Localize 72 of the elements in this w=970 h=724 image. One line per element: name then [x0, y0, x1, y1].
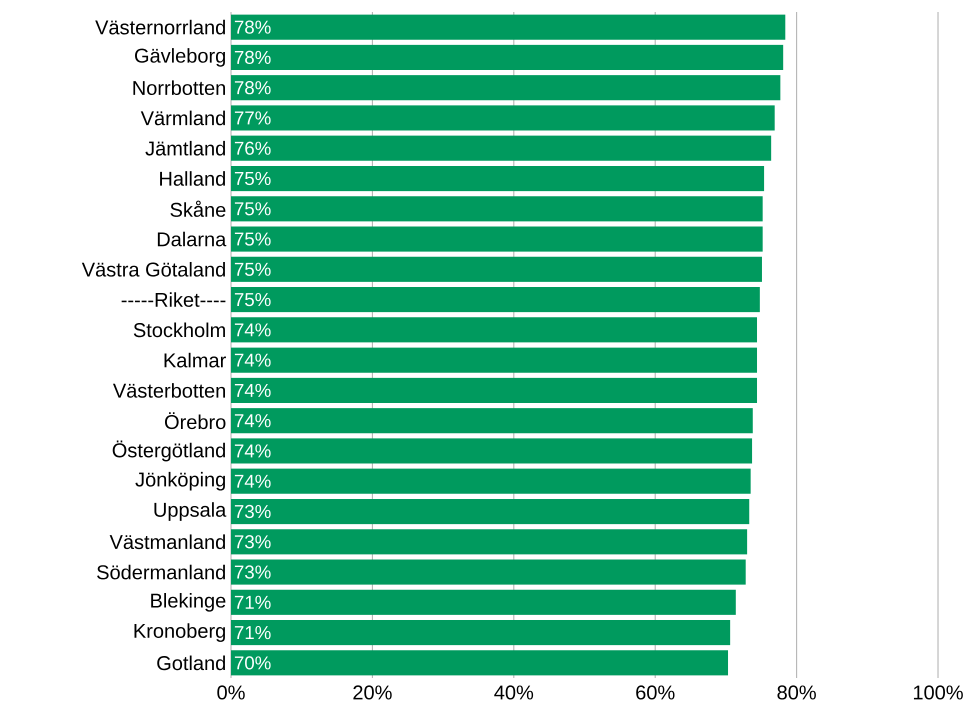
- bar: [231, 166, 764, 192]
- bar: [231, 408, 753, 434]
- bar: [231, 468, 751, 494]
- bar: [231, 75, 780, 100]
- y-tick-label: Kronoberg: [134, 623, 225, 642]
- y-tick-label: Östergötland: [112, 440, 225, 462]
- y-tick-label: Västerbotten: [112, 383, 225, 398]
- data-label: 78%: [234, 81, 271, 94]
- bar: [231, 196, 763, 222]
- y-tick-label: Södermanland: [97, 564, 225, 580]
- y-tick-label: Skåne: [170, 200, 226, 217]
- data-label: 71%: [234, 596, 271, 609]
- data-label: 74%: [234, 354, 271, 367]
- bar: [231, 378, 758, 403]
- bar: [231, 438, 752, 464]
- data-label: 70%: [234, 656, 271, 670]
- data-label: 74%: [234, 444, 271, 458]
- data-label: 73%: [234, 565, 271, 579]
- bar: [231, 620, 730, 646]
- y-tick-label: Västernorrland: [95, 20, 225, 34]
- data-label: 73%: [234, 504, 271, 518]
- bar: [231, 498, 750, 524]
- y-tick-label: Västmanland: [110, 534, 225, 550]
- x-tick-label: 80%: [777, 685, 816, 700]
- data-label: 75%: [234, 232, 271, 246]
- x-tick-label: 20%: [353, 685, 392, 700]
- x-tick-label: 100%: [914, 685, 963, 700]
- bar: [231, 14, 786, 40]
- y-tick-label: Jämtland: [145, 140, 225, 156]
- bar: [231, 287, 760, 312]
- bar: [231, 136, 772, 161]
- y-tick-label: Jönköping: [135, 472, 225, 491]
- y-tick-label: Dalarna: [158, 232, 226, 246]
- data-label: 73%: [234, 535, 271, 548]
- data-label: 74%: [234, 474, 271, 488]
- x-tick-label: 60%: [636, 685, 674, 700]
- data-label: 78%: [234, 50, 271, 64]
- data-label: 75%: [234, 262, 271, 276]
- y-tick-label: Örebro: [164, 412, 226, 430]
- bar: [231, 317, 758, 342]
- data-label: 75%: [234, 293, 271, 306]
- data-label: 77%: [234, 111, 271, 124]
- x-tick-label: 40%: [494, 685, 534, 700]
- bar: [231, 650, 728, 676]
- y-tick-label: Halland: [160, 171, 225, 186]
- bar: [231, 256, 762, 282]
- data-label: 74%: [234, 323, 271, 336]
- y-tick-label: Uppsala: [154, 502, 226, 521]
- bar: [231, 348, 758, 373]
- y-tick-label: Norrbotten: [133, 80, 225, 96]
- data-label: 78%: [234, 20, 271, 34]
- bar: [231, 590, 736, 615]
- y-tick-label: Gotland: [157, 656, 225, 670]
- y-tick-label: Blekinge: [151, 593, 226, 612]
- bar: [231, 559, 746, 585]
- y-tick-label: Värmland: [140, 110, 225, 126]
- bar: [231, 44, 784, 70]
- bar: [231, 226, 763, 252]
- y-tick-label: Stockholm: [134, 322, 225, 338]
- data-label: 74%: [234, 384, 271, 397]
- bar: [231, 105, 775, 131]
- data-label: 75%: [234, 172, 271, 186]
- x-tick-label: 0%: [217, 685, 245, 700]
- data-label: 75%: [234, 202, 271, 216]
- y-tick-label: -----Riket----: [122, 292, 226, 307]
- data-label: 74%: [234, 414, 271, 428]
- data-label: 71%: [234, 626, 271, 640]
- y-tick-label: Gävleborg: [135, 48, 225, 67]
- y-tick-label: Västra Götaland: [82, 262, 225, 277]
- bar: [231, 529, 748, 554]
- y-tick-label: Kalmar: [164, 352, 226, 368]
- data-label: 76%: [234, 142, 271, 155]
